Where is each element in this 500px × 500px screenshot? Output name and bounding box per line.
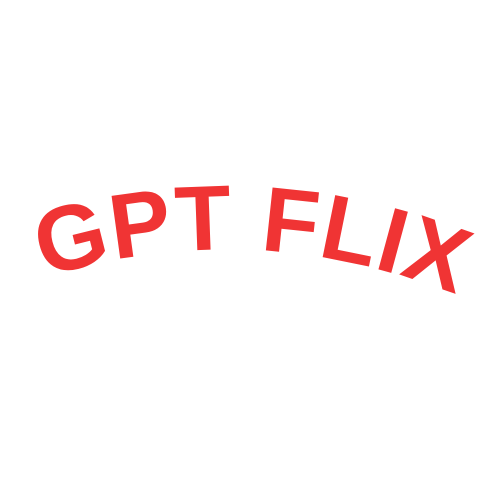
logo-wordmark-text: GPT FLIX	[24, 167, 483, 314]
logo-wordmark: GPT FLIX	[24, 167, 484, 314]
